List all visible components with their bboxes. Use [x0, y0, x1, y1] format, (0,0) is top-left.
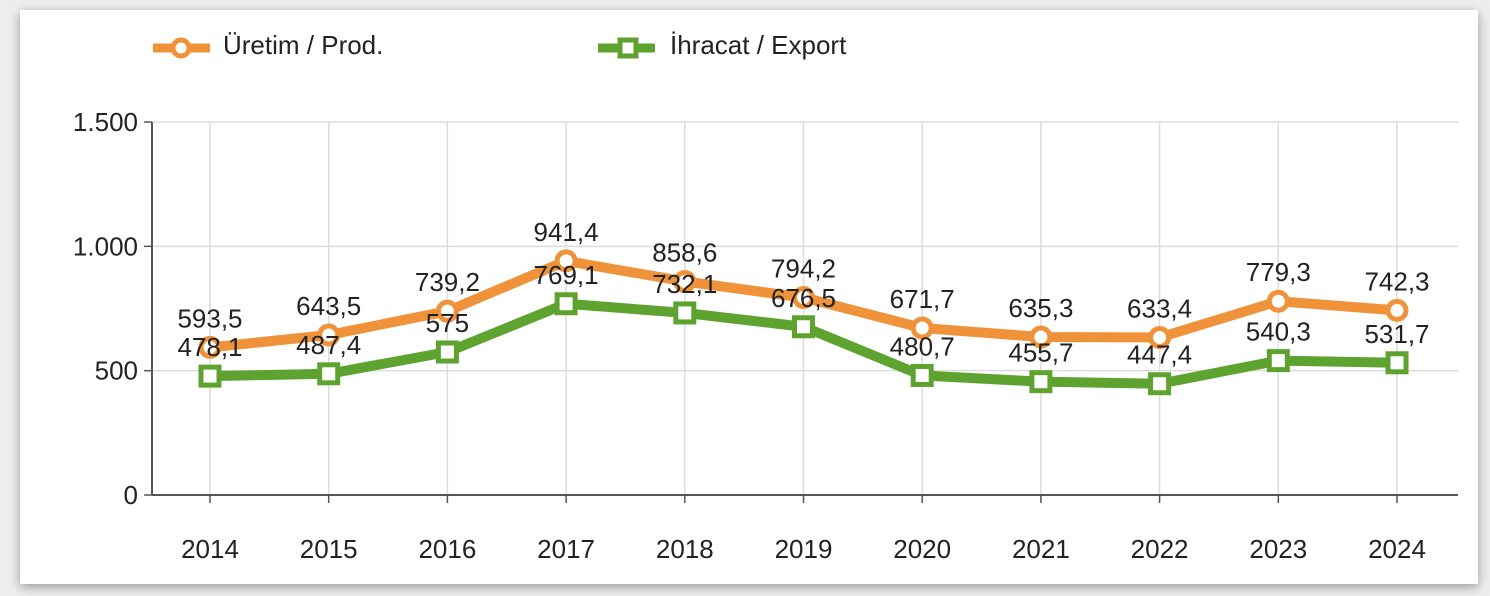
legend-label-production: Üretim / Prod.	[223, 30, 383, 60]
legend-item-production[interactable]: Üretim / Prod.	[153, 30, 383, 60]
export-data-label: 480,7	[890, 331, 955, 361]
export-data-label: 676,5	[771, 283, 836, 313]
chart-card: 0 500 1.000 1.500 2014 2015 2016 2017 2018 2019 20…	[20, 10, 1478, 584]
production-point-marker	[435, 299, 459, 323]
production-data-label: 633,4	[1127, 293, 1192, 323]
x-tick-label: 2024	[1368, 534, 1426, 564]
production-point-marker	[198, 335, 222, 359]
production-point-marker	[1029, 325, 1053, 349]
export-point-marker	[198, 364, 222, 388]
export-point-marker	[317, 362, 341, 386]
export-point-marker	[1148, 372, 1172, 396]
series-lines	[198, 249, 1409, 396]
production-point-marker	[1266, 289, 1290, 313]
line-chart: 0 500 1.000 1.500 2014 2015 2016 2017 2018 2019 20…	[73, 30, 1458, 564]
production-data-label: 635,3	[1008, 293, 1073, 323]
production-data-label: 858,6	[652, 237, 717, 267]
x-tick-label: 2023	[1249, 534, 1307, 564]
x-tick-label: 2017	[537, 534, 595, 564]
production-point-marker	[792, 286, 815, 310]
production-point-marker	[554, 249, 578, 273]
export-point-marker	[1029, 370, 1053, 394]
export-data-label: 455,7	[1008, 338, 1073, 368]
data-labels: 593,5 643,5 739,2 941,4 858,6 794,2 671,7 635,3…	[177, 217, 1429, 370]
legend-circle-marker-icon	[170, 37, 192, 59]
export-data-label: 487,4	[296, 330, 361, 360]
x-tick-label: 2016	[418, 534, 476, 564]
axes: 0 500 1.000 1.500 2014 2015 2016 2017 2018 2019 20…	[73, 107, 1458, 564]
production-point-marker	[910, 316, 934, 340]
export-point-marker	[435, 340, 459, 364]
production-point-marker	[317, 323, 341, 347]
production-data-label: 742,3	[1364, 266, 1429, 296]
export-data-label: 447,4	[1127, 340, 1192, 370]
production-point-marker	[1148, 325, 1172, 349]
production-data-label: 671,7	[890, 284, 955, 314]
export-data-label: 478,1	[177, 332, 242, 362]
production-data-label: 779,3	[1246, 257, 1311, 287]
export-data-label: 575	[426, 308, 469, 338]
x-tick-label: 2021	[1012, 534, 1070, 564]
legend: Üretim / Prod. İhracat / Export	[153, 30, 847, 60]
x-tick-label: 2018	[656, 534, 714, 564]
production-point-marker	[673, 269, 697, 293]
production-data-label: 941,4	[534, 217, 599, 247]
legend-label-export: İhracat / Export	[670, 30, 847, 60]
export-data-label: 531,7	[1364, 319, 1429, 349]
export-point-marker	[673, 301, 697, 325]
legend-square-marker-icon	[617, 37, 639, 59]
export-data-label: 769,1	[534, 260, 599, 290]
production-data-label: 739,2	[415, 267, 480, 297]
y-tick-label: 1.000	[73, 231, 138, 261]
y-tick-label: 500	[95, 356, 138, 386]
x-tick-label: 2019	[775, 534, 833, 564]
export-point-marker	[1385, 351, 1409, 375]
export-data-label: 732,1	[652, 269, 717, 299]
export-data-label: 540,3	[1246, 317, 1311, 347]
legend-item-export[interactable]: İhracat / Export	[598, 30, 847, 60]
y-tick-label: 1.500	[73, 107, 138, 137]
y-tick-label: 0	[124, 480, 138, 510]
x-tick-label: 2014	[181, 534, 239, 564]
production-data-label: 593,5	[177, 303, 242, 333]
export-point-marker	[1266, 349, 1290, 373]
production-data-label: 643,5	[296, 291, 361, 321]
export-point-marker	[554, 292, 578, 316]
x-tick-label: 2020	[893, 534, 951, 564]
x-tick-label: 2022	[1131, 534, 1189, 564]
x-tick-label: 2015	[300, 534, 358, 564]
export-point-marker	[792, 315, 815, 339]
production-data-label: 794,2	[771, 254, 836, 284]
export-point-marker	[910, 363, 934, 387]
production-point-marker	[1385, 298, 1409, 322]
